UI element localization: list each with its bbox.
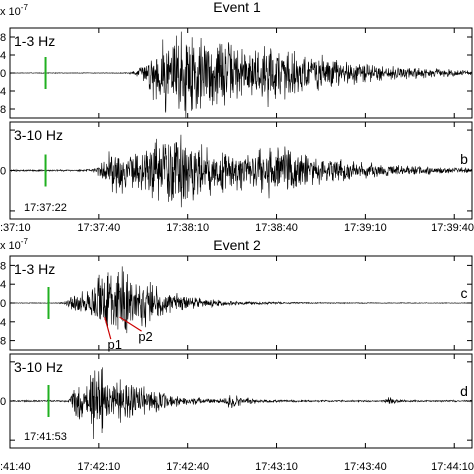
- y-tick-label: 8: [0, 32, 6, 44]
- scale-factor: x 10-7: [0, 3, 28, 18]
- x-tick-label: 17:42:10: [77, 461, 120, 473]
- band-label: 3-10 Hz: [14, 359, 63, 375]
- y-tick-label: 4: [0, 50, 6, 62]
- waveform-trace: [9, 134, 473, 208]
- x-tick-label: :41:40: [0, 461, 31, 473]
- panel-letter: d: [460, 383, 468, 399]
- y-tick-label: 8: [0, 336, 6, 348]
- chart-1: Event 1 x 10-7 8 4 0 4 8 1-3 Hz 0 17:37:22 3-10 Hz…: [0, 0, 474, 234]
- x-tick-label: 17:44:10: [431, 461, 474, 473]
- x-tick-label: 17:42:40: [166, 461, 209, 473]
- y-tick-label: 4: [0, 279, 6, 291]
- x-tick-label: :37:10: [0, 222, 31, 234]
- band-label: 3-10 Hz: [14, 127, 63, 143]
- chart-title: Event 1: [213, 0, 261, 15]
- scale-factor: x 10-7: [0, 237, 28, 252]
- y-tick-label: 8: [0, 260, 6, 272]
- panel-low-band: 8 4 0 4 8 1-3 Hz c p1 p2: [0, 255, 473, 352]
- panel-letter: b: [460, 151, 468, 167]
- x-tick-label: 17:38:40: [255, 222, 298, 234]
- waveform-trace: [9, 31, 473, 119]
- panel-high-band: 0 17:41:53 3-10 Hz d: [0, 353, 473, 449]
- band-label: 1-3 Hz: [14, 261, 55, 277]
- y-tick-label: 0: [0, 68, 6, 80]
- onset-time-label: 17:41:53: [24, 431, 67, 443]
- chart-2: Event 2 x 10-7 8 4 0 4 8 1-3 Hz c p1 p2 0 17:41:53 3-…: [0, 237, 474, 473]
- onset-time-label: 17:37:22: [24, 202, 67, 214]
- x-tick-label: 17:43:40: [344, 461, 387, 473]
- phase-pick-label: p1: [108, 337, 122, 352]
- x-tick-label: 17:39:10: [344, 222, 387, 234]
- x-tick-label: 17:37:40: [77, 222, 120, 234]
- y-tick-label: 4: [0, 86, 6, 98]
- y-tick-label: 4: [0, 317, 6, 329]
- waveform-trace: [9, 266, 473, 334]
- panel-letter: c: [461, 285, 468, 301]
- chart-title: Event 2: [213, 237, 261, 253]
- x-tick-label: 17:38:10: [166, 222, 209, 234]
- y-tick-label: 0: [0, 298, 6, 310]
- x-tick-label: 17:43:10: [255, 461, 298, 473]
- band-label: 1-3 Hz: [14, 33, 55, 49]
- x-tick-label: 17:39:40: [431, 222, 474, 234]
- y-tick-label: 0: [0, 166, 6, 178]
- phase-pick-line: [119, 316, 142, 332]
- y-tick-label: 0: [0, 396, 6, 408]
- panel-high-band: 0 17:37:22 3-10 Hz b: [0, 121, 473, 220]
- phase-pick-line: [104, 316, 112, 340]
- phase-pick-label: p2: [138, 329, 152, 344]
- waveform-trace: [9, 367, 473, 440]
- y-tick-label: 8: [0, 104, 6, 116]
- panel-low-band: 8 4 0 4 8 1-3 Hz: [0, 27, 473, 119]
